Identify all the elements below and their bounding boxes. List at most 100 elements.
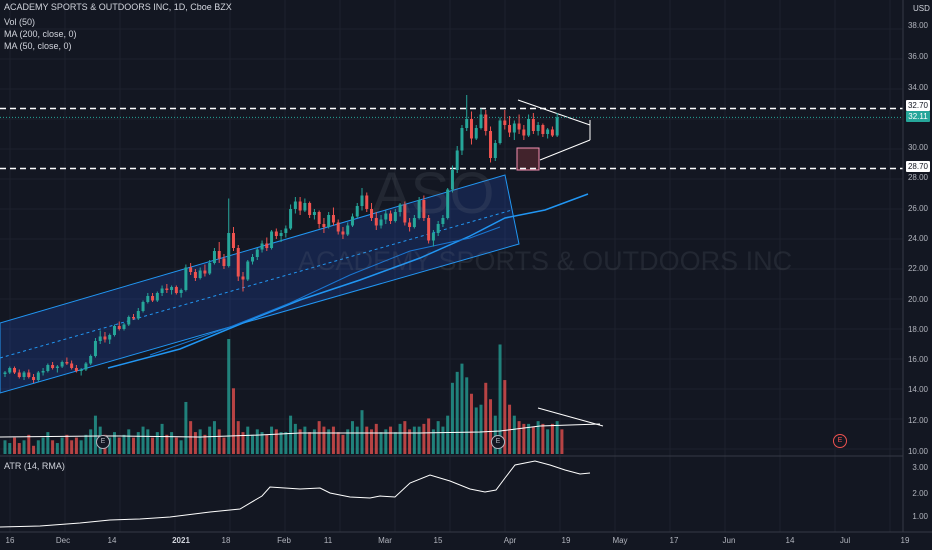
candle-body: [393, 212, 397, 221]
candle-body: [227, 233, 231, 266]
candle-body: [298, 201, 302, 211]
candle-body: [46, 365, 50, 371]
candle-body: [531, 119, 535, 131]
ma-200-legend[interactable]: MA (200, close, 0): [4, 29, 77, 39]
volume-bar: [265, 434, 269, 454]
candle-body: [274, 231, 278, 236]
time-axis-label: 16: [5, 536, 15, 545]
time-axis-label: Apr: [503, 536, 517, 545]
candle-body: [108, 335, 112, 340]
volume-bar: [3, 440, 7, 454]
volume-bar: [279, 432, 283, 454]
candle-body: [431, 233, 435, 241]
time-axis-label: Jun: [722, 536, 736, 545]
volume-bar: [89, 429, 93, 454]
volume-bar: [370, 429, 374, 454]
price-axis-label: 10.00: [907, 447, 928, 456]
candle-body: [417, 200, 421, 218]
candle-body: [474, 128, 478, 139]
atr-line: [0, 460, 591, 528]
candle-body: [246, 261, 250, 280]
candle-body: [498, 120, 502, 143]
volume-bar: [355, 426, 359, 454]
volume-bar: [293, 423, 297, 454]
volume-bar: [236, 421, 240, 454]
volume-bar: [527, 423, 531, 454]
ma-50-line: [107, 193, 589, 369]
volume-bar: [312, 429, 316, 454]
time-axis-label: 14: [785, 536, 795, 545]
candle-body: [60, 362, 64, 367]
volume-bar: [393, 432, 397, 454]
volume-bar: [555, 421, 559, 454]
volume-bar: [193, 432, 197, 454]
price-axis-label: 18.00: [907, 325, 928, 334]
volume-bar: [322, 426, 326, 454]
candle-body: [208, 263, 212, 274]
atr-legend[interactable]: ATR (14, RMA): [4, 461, 65, 471]
candle-body: [98, 336, 102, 341]
candle-body: [293, 201, 297, 209]
volume-bar: [460, 363, 464, 454]
candle-body: [231, 233, 235, 248]
candle-body: [555, 117, 559, 136]
volume-bar: [184, 401, 188, 454]
candle-body: [241, 276, 245, 280]
time-axis-label: 19: [900, 536, 910, 545]
time-axis-label: Mar: [378, 536, 392, 545]
volume-bar: [422, 423, 426, 454]
time-axis-label: Feb: [277, 536, 291, 545]
volume-bar: [346, 429, 350, 454]
candle-body: [384, 213, 388, 220]
candle-body: [236, 248, 240, 277]
candle-body: [189, 267, 193, 272]
candle-body: [517, 123, 521, 130]
price-axis-label: 36.00: [907, 52, 928, 61]
volume-bar: [298, 429, 302, 454]
earnings-marker-upcoming[interactable]: E: [833, 434, 847, 448]
volume-bar: [51, 440, 55, 454]
volume-bar: [208, 426, 212, 454]
volume-histogram: [3, 339, 564, 454]
volume-bar: [46, 432, 50, 454]
volume-bar: [374, 423, 378, 454]
ma-50-legend[interactable]: MA (50, close, 0): [4, 41, 72, 51]
volume-bar: [22, 440, 26, 454]
candle-body: [32, 377, 36, 380]
candle-body: [155, 293, 159, 301]
candle-body: [508, 125, 512, 133]
level-tag-lower: 28.70: [906, 161, 930, 172]
candle-body: [303, 203, 307, 211]
volume-bar: [331, 426, 335, 454]
currency-label: USD: [913, 4, 930, 13]
candle-body: [422, 200, 426, 218]
volume-bar: [512, 415, 516, 454]
volume-bar: [474, 407, 478, 454]
volume-bar: [384, 429, 388, 454]
candle-body: [317, 212, 321, 224]
volume-bar: [241, 432, 245, 454]
atr-axis-label: 3.00: [912, 463, 928, 472]
candle-body: [36, 372, 40, 380]
volume-bar: [408, 429, 412, 454]
candle-body: [327, 215, 331, 227]
earnings-marker[interactable]: E: [491, 435, 505, 449]
time-axis-label: May: [612, 536, 628, 545]
volume-bar: [417, 426, 421, 454]
volume-trendline: [537, 407, 604, 427]
volume-bar: [132, 437, 136, 454]
candle-body: [165, 288, 169, 290]
earnings-marker[interactable]: E: [96, 435, 110, 449]
candle-body: [408, 222, 412, 227]
candle-body: [427, 218, 431, 241]
volume-bar: [198, 429, 202, 454]
volume-bar: [465, 377, 469, 454]
volume-bar: [546, 429, 550, 454]
price-axis-label: 12.00: [907, 416, 928, 425]
volume-bar: [436, 421, 440, 454]
candle-body: [365, 195, 369, 209]
symbol-legend[interactable]: ACADEMY SPORTS & OUTDOORS INC, 1D, Cboe …: [4, 2, 232, 12]
volume-legend[interactable]: Vol (50): [4, 17, 36, 27]
volume-bar: [484, 382, 488, 454]
